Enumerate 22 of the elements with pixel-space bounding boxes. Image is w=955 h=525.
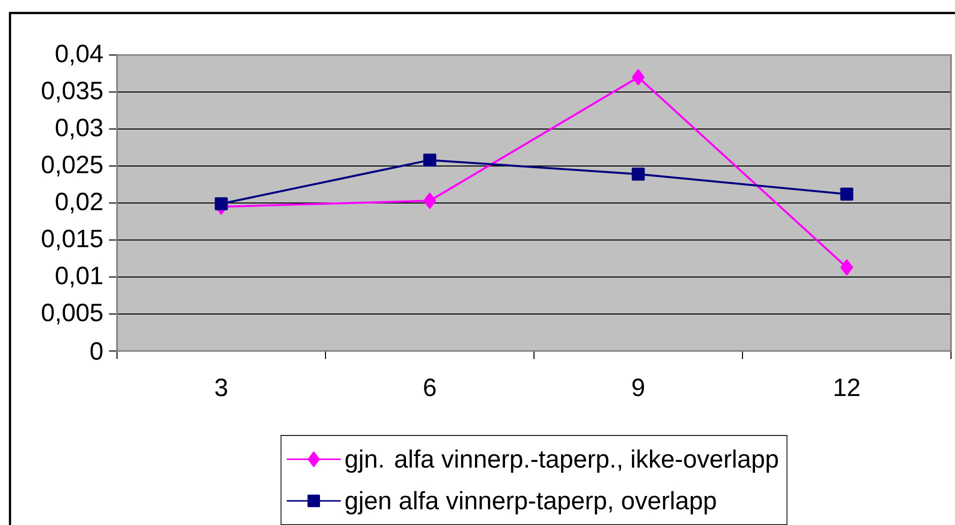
y-tick-label: 0,005 [42,304,102,324]
y-tick-label: 0,025 [42,156,102,176]
x-tick-label: 9 [632,378,644,396]
y-tick-label: 0,035 [42,82,102,102]
point [632,69,645,86]
point [423,154,436,167]
x-tick-label: 6 [424,378,436,396]
y-tick-label: 0 [90,342,102,360]
y-tick-label: 0,04 [56,44,103,66]
y-tick-label: 0,03 [56,118,102,140]
y-tick-label: 0,015 [42,230,102,250]
point [424,192,436,209]
point [840,259,854,276]
x-tick-label: 3 [215,378,228,396]
point [214,197,228,210]
point [840,188,854,201]
y-tick-label: 0,01 [56,266,102,288]
y-tick-label: 0,02 [56,192,102,214]
x-tick-label: 12 [834,378,860,396]
legend-label: gjn. alfa vinnerp.-taperp., ikke-overlapp [346,449,778,473]
point [632,168,645,181]
legend-label: gjen alfa vinnerp-taperp, overlapp [346,491,716,514]
